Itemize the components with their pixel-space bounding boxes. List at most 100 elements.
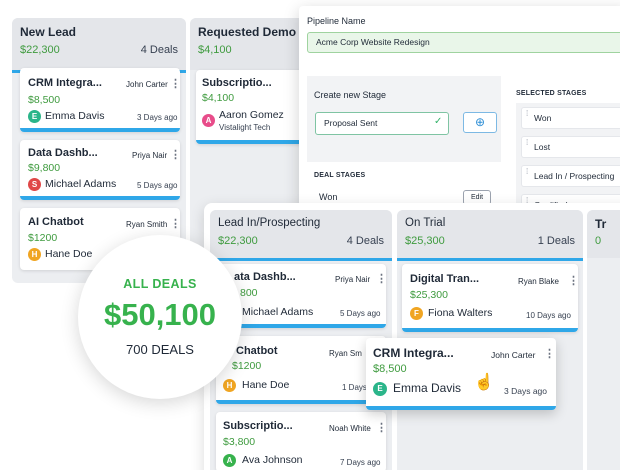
card-accent-bar xyxy=(20,128,180,132)
card-amount: $3,800 xyxy=(223,436,256,448)
summary-label: ALL DEALS xyxy=(123,277,197,291)
drag-handle-icon[interactable]: ⁞ xyxy=(526,167,529,176)
avatar: S xyxy=(28,178,41,191)
card-person: Emma Davis xyxy=(45,110,105,122)
avatar: F xyxy=(410,307,423,320)
drag-handle-icon[interactable]: ⁞ xyxy=(526,138,529,147)
card-days: 10 Days ago xyxy=(526,311,571,320)
card-owner: John Carter xyxy=(126,80,168,89)
drag-handle-icon[interactable]: ⁞ xyxy=(526,109,529,118)
card-owner: Noah White xyxy=(329,424,371,433)
kebab-menu-icon[interactable]: ⋮ xyxy=(544,348,555,360)
avatar: E xyxy=(28,110,41,123)
deal-card-chatbot-front[interactable]: Chatbot Ryan Sm $1200 H Hane Doe 1 Days xyxy=(216,336,386,404)
column-amount: $22,300 xyxy=(20,44,60,56)
avatar: H xyxy=(223,379,236,392)
card-owner: Priya Nair xyxy=(132,151,168,160)
pipeline-name-label: Pipeline Name xyxy=(307,16,366,26)
column-header: Lead In/Prospecting $22,300 4 Deals xyxy=(210,210,392,258)
kebab-menu-icon[interactable]: ⋮ xyxy=(376,273,387,285)
dragged-deal-card[interactable]: CRM Integra... John Carter ⋮ $8,500 E Em… xyxy=(366,338,556,410)
column-header: New Lead $22,300 4 Deals xyxy=(12,18,186,70)
card-owner: Ryan Smith xyxy=(126,220,168,229)
card-amount: 800 xyxy=(240,287,258,299)
card-title: Subscriptio... xyxy=(223,420,293,432)
card-company: Vistalight Tech xyxy=(219,123,271,132)
column-amount: $4,100 xyxy=(198,44,232,56)
card-owner: Ryan Sm xyxy=(329,349,362,358)
kebab-menu-icon[interactable]: ⋮ xyxy=(376,422,387,434)
kebab-menu-icon[interactable]: ⋮ xyxy=(170,78,181,90)
card-days: 5 Days ago xyxy=(340,309,381,318)
selected-stage-row[interactable]: ⁞ Won xyxy=(522,108,620,128)
column-accent-bar xyxy=(397,258,583,261)
column-header: On Trial $25,300 1 Deals xyxy=(397,210,583,258)
card-person: Aaron Gomez xyxy=(219,109,284,121)
avatar: E xyxy=(373,382,387,396)
new-stage-input[interactable]: Proposal Sent xyxy=(315,112,449,135)
card-days: 7 Days ago xyxy=(340,458,381,467)
kebab-menu-icon[interactable]: ⋮ xyxy=(568,275,579,287)
deal-card-dashboard-front[interactable]: ata Dashb... Priya Nair ⋮ 800 Michael Ad… xyxy=(216,264,387,328)
kebab-menu-icon[interactable]: ⋮ xyxy=(170,218,181,230)
selected-stage-label: Lost xyxy=(534,142,551,152)
card-person: Ava Johnson xyxy=(242,454,303,466)
selected-stage-row[interactable]: ⁞ Lost xyxy=(522,137,620,157)
card-person: Hane Doe xyxy=(45,248,93,260)
card-accent-bar xyxy=(366,406,556,410)
card-accent-bar xyxy=(216,324,386,328)
card-amount: $8,500 xyxy=(28,94,61,106)
card-person: Michael Adams xyxy=(45,178,117,190)
deal-card-crm[interactable]: CRM Integra... John Carter ⋮ $8,500 E Em… xyxy=(20,68,181,132)
column-title: Requested Demo xyxy=(198,25,297,39)
card-title: CRM Integra... xyxy=(373,346,454,360)
card-title: CRM Integra... xyxy=(28,77,102,89)
card-person: Fiona Walters xyxy=(428,307,493,319)
pipeline-name-input[interactable]: Acme Corp Website Redesign xyxy=(307,32,620,53)
hand-cursor-icon: ☝ xyxy=(474,374,494,391)
deal-card-subscription-front[interactable]: Subscriptio... Noah White ⋮ $3,800 A Ava… xyxy=(216,412,387,470)
card-days: 5 Days ago xyxy=(137,181,178,190)
card-title: Subscriptio... xyxy=(202,77,272,89)
card-amount: $9,800 xyxy=(28,162,61,174)
column-third: Tr 0 xyxy=(587,210,620,470)
selected-stage-label: Lead In / Prospecting xyxy=(534,171,615,181)
card-owner: Ryan Blake xyxy=(518,277,559,286)
card-title: Data Dashb... xyxy=(28,147,98,159)
column-amount: $25,300 xyxy=(405,235,445,247)
card-accent-bar xyxy=(20,196,180,200)
kebab-menu-icon[interactable]: ⋮ xyxy=(170,149,181,161)
card-accent-bar xyxy=(402,328,578,332)
card-owner: John Carter xyxy=(491,350,536,360)
column-header: Requested Demo $4,100 xyxy=(190,18,320,70)
all-deals-summary: ALL DEALS $50,100 700 DEALS xyxy=(78,235,242,399)
avatar: A xyxy=(202,114,215,127)
column-count: 4 Deals xyxy=(346,235,384,247)
card-days: 3 Days ago xyxy=(504,386,547,396)
deal-card-dashboard[interactable]: Data Dashb... Priya Nair ⋮ $9,800 S Mich… xyxy=(20,140,181,200)
avatar: H xyxy=(28,248,41,261)
card-title: Chatbot xyxy=(236,345,278,357)
selected-stage-label: Won xyxy=(534,113,552,123)
add-stage-button[interactable]: ⊕ xyxy=(463,112,497,133)
deal-card-digital[interactable]: Digital Tran... Ryan Blake ⋮ $25,300 F F… xyxy=(402,264,579,332)
selected-stage-row[interactable]: ⁞ Lead In / Prospecting xyxy=(522,166,620,186)
column-header: Tr 0 xyxy=(587,210,620,258)
card-title: ata Dashb... xyxy=(234,271,296,283)
summary-deal-count: 700 DEALS xyxy=(126,342,194,357)
column-accent-bar xyxy=(210,258,392,261)
deal-card-subscription[interactable]: Subscriptio... $4,100 A Aaron Gomez Vist… xyxy=(196,70,316,144)
column-title: New Lead xyxy=(20,25,77,39)
card-title: Digital Tran... xyxy=(410,273,480,285)
create-stage-label: Create new Stage xyxy=(314,90,387,100)
drag-handle-icon[interactable]: ⁞ xyxy=(526,196,529,205)
card-amount: $1200 xyxy=(232,360,262,372)
avatar: A xyxy=(223,454,236,467)
card-owner: Priya Nair xyxy=(335,275,371,284)
column-title: On Trial xyxy=(405,217,446,229)
card-amount: $25,300 xyxy=(410,289,448,301)
pipeline-modal: Pipeline Name Acme Corp Website Redesign… xyxy=(299,6,620,218)
card-person: Michael Adams xyxy=(242,306,314,318)
card-accent-bar xyxy=(216,400,386,404)
card-amount: $8,500 xyxy=(373,363,407,375)
